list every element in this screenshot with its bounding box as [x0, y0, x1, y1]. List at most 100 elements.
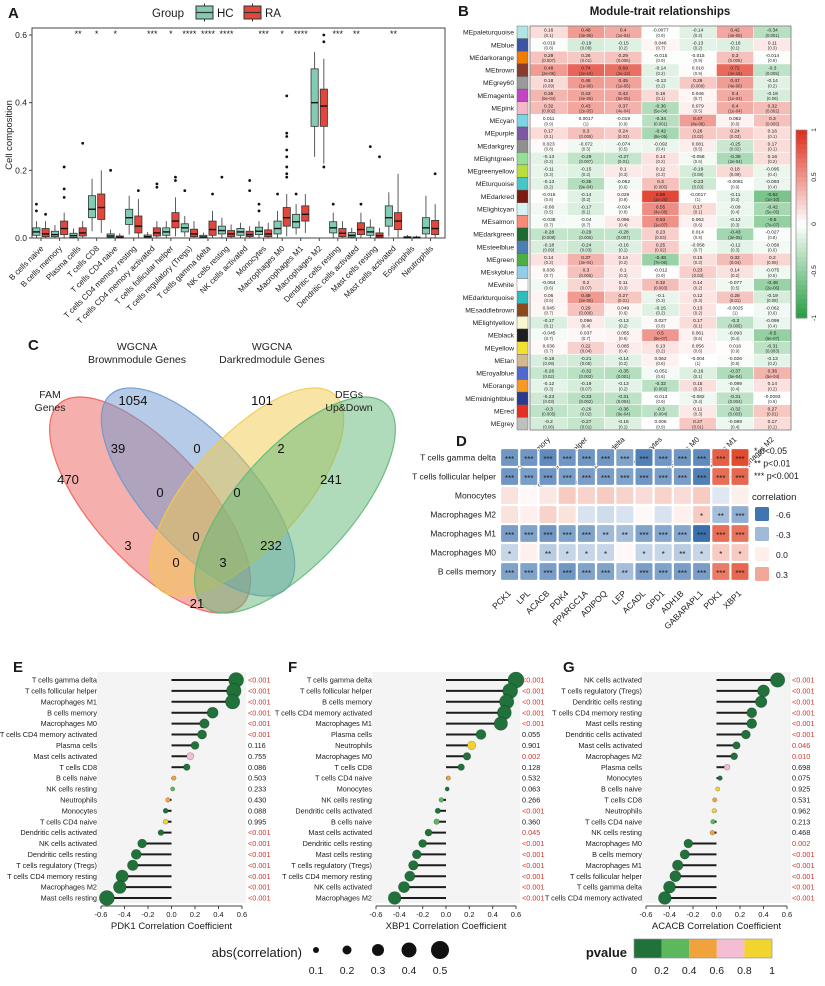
b-cell-pvalue: (0.2): [693, 260, 702, 265]
d-gene-label: XBP1: [721, 588, 744, 611]
b-cell-pvalue: (0.001): [654, 121, 668, 126]
b-cell-pvalue: (0.04): [729, 260, 741, 265]
d-cell-stars: *: [662, 550, 665, 559]
d-cell: [577, 505, 596, 524]
b-cell-pvalue: (1e-06): [579, 83, 593, 88]
d-cell: [673, 524, 692, 543]
b-cell-value: -0.35: [618, 369, 629, 375]
b-cell-pvalue: (0.5): [731, 285, 740, 290]
x-tick-label: -0.6: [95, 910, 108, 919]
p-value: 0.925: [792, 785, 810, 794]
b-cell-value: 0.036: [543, 268, 555, 274]
d-cell-stars: **: [718, 512, 724, 521]
p-value: 0.063: [522, 785, 540, 794]
module-chip-MEpink: [516, 101, 529, 115]
row-label: Macrophages M1: [316, 719, 372, 728]
legend-label-HC: HC: [217, 8, 234, 20]
d-corr-legend-swatch: [755, 547, 769, 561]
b-cell-value: -0.5: [768, 217, 777, 223]
p-value: <0.001: [522, 719, 545, 728]
d-cell-stars: ***: [639, 569, 648, 578]
pvalue-legend-tick: 0.4: [682, 965, 697, 977]
b-cell-value: -0.42: [655, 129, 666, 135]
d-cell-stars: ***: [697, 455, 706, 464]
outlier: [368, 145, 372, 149]
p-value: <0.001: [792, 883, 815, 892]
d-cell: [557, 448, 577, 467]
b-cell-value: 0.3: [732, 53, 739, 59]
row-label: T cells gamma delta: [32, 676, 98, 685]
b-cell-value: -0.11: [543, 167, 554, 173]
d-cell-stars: ***: [582, 569, 591, 578]
b-cell-pvalue: (0.03): [692, 184, 704, 189]
x-tick-label: 0.4: [758, 910, 768, 919]
d-cell-stars: ***: [563, 569, 572, 578]
row-label: B cells memory: [592, 850, 642, 859]
d-cell-stars: ***: [563, 531, 572, 540]
module-label: MEtan: [494, 358, 514, 365]
x-tick-label: 0.0: [166, 910, 176, 919]
row-label: Mast cells activated: [33, 752, 97, 761]
b-colorbar-slice: [796, 256, 807, 263]
row-label: T cells gamma delta: [577, 883, 643, 892]
row-label: Plasma cells: [56, 741, 97, 750]
b-cell-pvalue: (0.5): [693, 147, 702, 152]
b-cell-value: -0.18: [543, 356, 554, 362]
b-colorbar-slice: [796, 299, 807, 305]
outlier: [322, 165, 326, 169]
b-colorbar-slice: [796, 130, 807, 136]
venn-count: 232: [260, 538, 282, 553]
d-cell-stars: ***: [524, 455, 533, 464]
b-cell-pvalue: (0.1): [768, 134, 777, 139]
row-label: Dendritic cells resting: [573, 697, 642, 706]
b-cell-pvalue: (0.6): [656, 374, 665, 379]
d-cell-stars: ***: [678, 474, 687, 483]
lollipop-dot: [206, 706, 219, 719]
b-cell-pvalue: (0.4): [582, 323, 591, 328]
d-cell-stars: **: [545, 550, 551, 559]
venn-count: 101: [251, 393, 273, 408]
b-cell-pvalue: (0.4): [731, 210, 740, 215]
pvalue-legend-segment: [634, 939, 662, 958]
b-cell-pvalue: (3e-04): [579, 260, 593, 265]
lollipop-dot: [199, 718, 210, 729]
b-cell-value: -0.26: [543, 369, 554, 375]
b-cell-value: -0.0081: [727, 179, 744, 185]
x-tick-label: -0.4: [393, 910, 406, 919]
b-cell-pvalue: (0.006): [579, 311, 593, 316]
d-cell: [596, 486, 615, 505]
b-cell-pvalue: (0.2): [656, 159, 665, 164]
b-cell-value: 0.062: [729, 116, 741, 122]
sig-stars: ****: [294, 29, 309, 39]
b-cell-value: -0.17: [580, 204, 591, 210]
b-cell-value: -0.13: [767, 356, 778, 362]
row-label: Macrophages M1: [586, 861, 642, 870]
b-cell-value: 0.32: [730, 255, 740, 261]
b-cell-pvalue: (0.2): [693, 285, 702, 290]
sig-stars: *: [95, 29, 99, 39]
b-cell-value: -0.012: [654, 268, 668, 274]
lollipop-dot: [669, 870, 682, 883]
b-cell-value: 0.14: [619, 255, 629, 261]
lollipop-dot: [170, 786, 176, 792]
row-label: Monocytes: [607, 774, 643, 783]
b-cell-value: -0.16: [618, 419, 629, 425]
outlier: [322, 33, 326, 37]
module-label: MEpurple: [485, 131, 514, 138]
x-tick-label: 0.2: [735, 910, 745, 919]
d-row-label: Macrophages M0: [430, 548, 496, 558]
p-value: <0.001: [248, 828, 271, 837]
lollipop-dot: [190, 741, 200, 750]
b-cell-pvalue: (0.02): [729, 147, 741, 152]
ra-0-box: [41, 228, 50, 238]
d-cell: [538, 562, 558, 581]
d-cell-stars: ***: [620, 474, 629, 483]
b-cell-pvalue: (0.3): [619, 285, 628, 290]
b-cell-pvalue: (0.3): [768, 46, 777, 51]
lollipop-dot: [127, 859, 139, 871]
b-cell-pvalue: (0.08): [767, 298, 779, 303]
row-label: B cells memory: [47, 708, 97, 717]
venn-set-label: FAM: [39, 389, 61, 401]
b-cell-value: -0.19: [767, 293, 778, 299]
panel-g-label: G: [563, 659, 575, 676]
